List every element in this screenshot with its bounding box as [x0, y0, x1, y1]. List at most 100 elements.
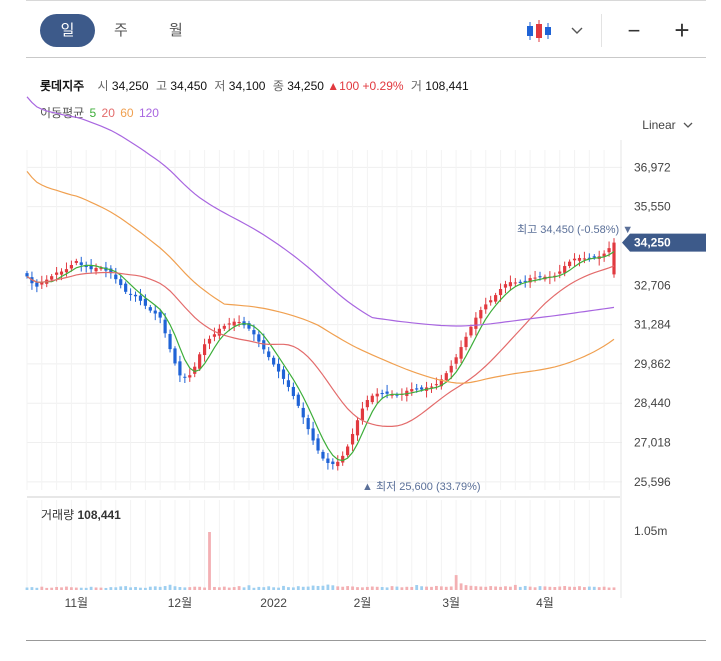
- volume-bar: [262, 587, 266, 590]
- candle: [365, 400, 369, 408]
- volume-bar: [74, 587, 78, 590]
- volume-bar: [553, 587, 557, 590]
- volume-bar: [301, 586, 305, 590]
- volume-bar: [543, 586, 547, 590]
- candle: [69, 265, 73, 269]
- candle: [133, 294, 138, 297]
- volume-bar: [277, 587, 280, 590]
- open-label: 시: [97, 79, 109, 93]
- high-value: 34,450: [170, 79, 208, 93]
- ma-5: 5: [89, 106, 97, 120]
- x-tick-label: 2월: [354, 596, 372, 610]
- y-tick-label: 31,284: [634, 318, 671, 332]
- volume-bar: [449, 586, 453, 590]
- candle: [321, 451, 325, 459]
- candle: [188, 375, 192, 378]
- candle: [74, 260, 78, 263]
- volume-bar: [592, 586, 596, 590]
- volume-bar: [528, 586, 532, 590]
- volume-bar: [583, 587, 586, 590]
- volume-bar: [548, 586, 552, 590]
- volume-bar: [114, 587, 118, 590]
- candle: [252, 330, 256, 335]
- x-tick-label: 4월: [536, 596, 554, 610]
- candle: [518, 281, 522, 283]
- volume-bar: [109, 587, 113, 590]
- volume-bar: [321, 585, 325, 590]
- candle: [198, 354, 202, 369]
- volume-bar: [405, 586, 409, 590]
- close-label: 종: [272, 79, 284, 93]
- candle: [336, 461, 340, 467]
- x-tick-label: 11월: [65, 596, 89, 610]
- candle: [395, 394, 399, 396]
- volume-bar: [257, 586, 261, 590]
- candle: [360, 408, 365, 421]
- candle: [523, 280, 527, 282]
- candle: [439, 379, 443, 387]
- candle: [35, 282, 39, 287]
- volume-bar: [415, 585, 419, 590]
- volume-bar: [385, 587, 389, 590]
- candle: [227, 323, 231, 325]
- volume-bar: [148, 586, 152, 590]
- volume-bar: [188, 587, 192, 590]
- volume-bar: [420, 586, 424, 590]
- candle: [602, 253, 606, 257]
- ma-20: 20: [101, 106, 115, 120]
- y-tick-label: 32,706: [634, 278, 671, 292]
- chevron-down-icon[interactable]: [566, 14, 588, 47]
- volume-bar: [208, 532, 211, 590]
- high-annotation: 최고 34,450 (-0.58%) ▼: [517, 223, 633, 236]
- candle: [355, 420, 360, 436]
- candle: [415, 388, 419, 390]
- candle: [612, 242, 616, 275]
- candle: [350, 433, 355, 445]
- candle: [474, 317, 478, 329]
- candle: [109, 268, 113, 274]
- volume-bar: [326, 584, 330, 590]
- candle: [301, 407, 305, 418]
- volume-bar: [365, 586, 369, 590]
- volume-bar: [134, 586, 137, 590]
- volume-bar: [454, 575, 458, 590]
- candle: [592, 256, 596, 258]
- candle: [563, 266, 567, 273]
- volume-bar: [563, 586, 567, 590]
- quote-summary: 롯데지주 시 34,250 고 34,450 저 34,100 종 34,250…: [40, 77, 469, 94]
- zoom-in-button[interactable]: +: [674, 15, 690, 45]
- volume-bar: [65, 586, 68, 590]
- volume-bar: [237, 586, 241, 590]
- candle: [587, 257, 591, 259]
- candle: [128, 293, 133, 295]
- y-tick-label: 29,862: [634, 357, 671, 371]
- scale-selector[interactable]: Linear: [642, 118, 693, 132]
- candle: [375, 393, 379, 397]
- volume-bar: [573, 586, 576, 590]
- candle: [572, 258, 577, 261]
- tab-weekly[interactable]: 주: [114, 22, 128, 39]
- tab-daily[interactable]: 일: [40, 14, 95, 47]
- tab-monthly[interactable]: 월: [169, 22, 183, 39]
- change-percent: +0.29%: [362, 79, 404, 93]
- volume-bar: [222, 586, 226, 590]
- volume-bar: [104, 587, 108, 590]
- volume-bar: [89, 586, 93, 590]
- volume-bar: [129, 587, 132, 590]
- volume-bar: [479, 586, 483, 590]
- volume-bar: [55, 586, 58, 590]
- volume-bar: [79, 587, 83, 590]
- volume-bar: [84, 587, 88, 590]
- volume-bar: [124, 586, 128, 590]
- zoom-out-button[interactable]: −: [627, 17, 641, 43]
- candle: [331, 461, 335, 465]
- candle: [59, 271, 64, 275]
- candle: [385, 391, 389, 394]
- candle: [316, 438, 320, 451]
- candle: [193, 366, 197, 374]
- volume-bar: [50, 587, 54, 590]
- volume-bar: [163, 586, 167, 590]
- candle: [464, 336, 468, 348]
- chart-type-button[interactable]: [520, 14, 558, 47]
